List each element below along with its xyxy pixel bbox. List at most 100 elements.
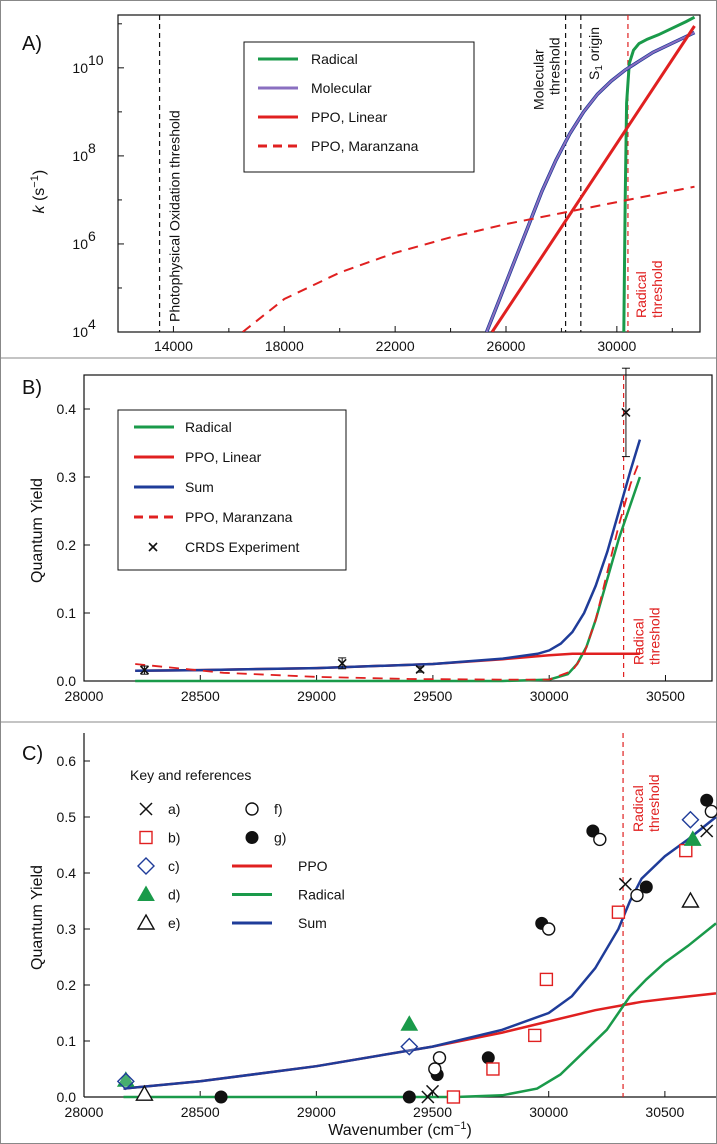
- y-tick-exponent: 10: [88, 52, 104, 68]
- data-point-a: [700, 824, 714, 838]
- data-point-g: [214, 1090, 228, 1104]
- y-tick-label: 0.1: [57, 1033, 77, 1049]
- data-point-d: [683, 830, 702, 846]
- x-tick-label: 18000: [265, 338, 304, 354]
- legend-marker: [245, 802, 259, 816]
- x-tick-label: 28000: [65, 688, 104, 704]
- data-point-a: [425, 1084, 440, 1098]
- y-tick-label: 0.3: [57, 469, 77, 485]
- series-ppo-maranzana: [242, 185, 695, 332]
- data-point-f: [630, 888, 644, 903]
- y-tick-label: 0.0: [57, 1089, 77, 1105]
- x-tick-label: 30000: [529, 1104, 568, 1120]
- series-sum: [135, 439, 642, 673]
- panel-a-label: A): [22, 33, 42, 55]
- legend-label: PPO, Maranzana: [311, 138, 419, 154]
- y-tick-label: 0.0: [57, 673, 77, 689]
- data-point-b: [679, 843, 693, 858]
- legend-marker: [137, 857, 155, 875]
- legend-label: f): [274, 801, 283, 817]
- legend-label: PPO: [298, 858, 328, 874]
- legend-marker: [139, 802, 153, 816]
- series-molecular: [485, 31, 695, 332]
- y-tick-label: 10: [72, 236, 88, 252]
- x-tick-label: 22000: [376, 338, 415, 354]
- data-point-f: [542, 922, 556, 936]
- x-tick-label: 26000: [487, 338, 526, 354]
- panel-c: C) 28000 28500 29000 29500 30000 30500 0.0 0.1 0.…: [22, 733, 717, 1139]
- data-point-c: [681, 810, 700, 829]
- legend-label: PPO, Linear: [185, 449, 262, 465]
- panel-b: B) 28000 28500 29000 29500 30000 30500 0.0 0.1 0.…: [22, 367, 713, 704]
- y-tick-label: 0.3: [57, 921, 77, 937]
- y-tick-label: 10: [72, 324, 88, 340]
- panel-b-legend: Radical PPO, Linear Sum PPO, Maranzana CRDS …: [117, 409, 347, 571]
- legend-label: PPO, Maranzana: [185, 509, 293, 525]
- data-point-f: [704, 804, 717, 819]
- legend-label: c): [168, 858, 180, 874]
- photophysical-threshold-label: Photophysical Oxidation threshold: [167, 110, 183, 322]
- y-tick-label: 0.2: [57, 977, 77, 993]
- legend-label: a): [168, 801, 180, 817]
- legend-label: b): [168, 830, 180, 846]
- y-tick-label: 10: [72, 60, 88, 76]
- legend-label: PPO, Linear: [311, 109, 388, 125]
- x-tick-label: 14000: [154, 338, 193, 354]
- series-ppo-linear: [135, 652, 640, 673]
- legend-label: Sum: [185, 479, 214, 495]
- radical-threshold-label: threshold: [646, 774, 662, 832]
- legend-label: Radical: [311, 51, 358, 67]
- s1-origin-label: S1 origin: [586, 27, 605, 80]
- radical-threshold-label: threshold: [647, 607, 663, 665]
- data-point-d: [400, 1015, 419, 1031]
- y-tick-exponent: 4: [88, 316, 96, 332]
- data-point-e: [135, 1084, 154, 1101]
- x-tick-label: 30500: [645, 1104, 684, 1120]
- x-tick-label: 28500: [181, 688, 220, 704]
- legend-label: d): [168, 887, 180, 903]
- data-point-f: [593, 832, 607, 847]
- panel-a-plot-frame: [117, 14, 701, 333]
- panel-c-label: C): [22, 743, 43, 765]
- x-tick-label: 29500: [413, 688, 452, 704]
- y-tick-label: 10: [72, 148, 88, 164]
- data-point-g: [402, 1090, 416, 1104]
- x-tick-label: 29500: [413, 1104, 452, 1120]
- legend-marker: [245, 831, 259, 844]
- legend-label: g): [274, 830, 286, 846]
- radical-threshold-label: Radical: [633, 271, 649, 318]
- legend-label: Radical: [298, 887, 345, 903]
- y-axis-title: Quantum Yield: [29, 478, 46, 583]
- panel-b-label: B): [22, 377, 42, 399]
- legend-box: [243, 41, 475, 173]
- x-tick-label: 28000: [65, 1104, 104, 1120]
- series-radical: [622, 15, 696, 332]
- legend-label: Molecular: [311, 80, 372, 96]
- y-tick-label: 0.2: [57, 537, 77, 553]
- data-point-c: [400, 1037, 419, 1056]
- radical-threshold-label: Radical: [630, 785, 646, 832]
- x-tick-label: 30000: [597, 338, 636, 354]
- series-ppo-linear: [490, 25, 696, 332]
- data-point-b: [539, 972, 554, 987]
- data-point-b: [446, 1090, 461, 1104]
- data-point-f: [432, 1051, 447, 1065]
- y-tick-label: 0.4: [57, 401, 77, 417]
- data-point-g: [700, 793, 714, 807]
- crds-point: [415, 664, 425, 675]
- x-tick-label: 28500: [181, 1104, 220, 1120]
- crds-point: [621, 407, 631, 417]
- legend-label: Radical: [185, 419, 232, 435]
- crds-point: [139, 665, 150, 675]
- molecular-threshold-label: threshold: [547, 37, 563, 95]
- x-axis-title: Wavenumber (cm−1): [328, 1120, 472, 1139]
- y-tick-label: 0.6: [57, 753, 77, 769]
- x-tick-label: 30500: [646, 688, 685, 704]
- series-radical: [123, 922, 717, 1099]
- y-tick-exponent: 6: [88, 228, 96, 244]
- data-point-f: [428, 1062, 442, 1076]
- data-point-b: [611, 905, 626, 919]
- panel-a-legend: Radical Molecular PPO, Linear PPO, Maranzan…: [243, 41, 475, 173]
